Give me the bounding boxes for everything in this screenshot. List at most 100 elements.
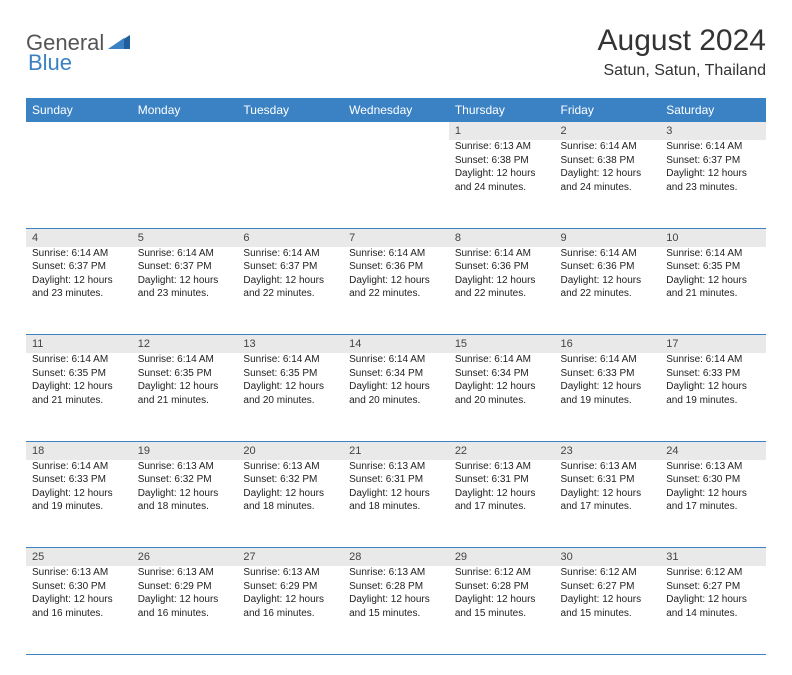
weekday-header: Saturday — [660, 98, 766, 122]
daylight-line: Daylight: 12 hours and 23 minutes. — [666, 167, 760, 194]
day-detail-row: Sunrise: 6:14 AM Sunset: 6:35 PM Daylight:… — [26, 353, 766, 441]
day-detail-row: Sunrise: 6:13 AMSunset: 6:30 PMDaylight:… — [26, 566, 766, 654]
sunset-line: Sunset: 6:37 PM — [138, 260, 232, 274]
day-number-cell — [26, 122, 132, 140]
sunset-line: Sunset: 6:38 PM — [561, 154, 655, 168]
daylight-line: Daylight: 12 hours and 22 minutes. — [243, 274, 337, 301]
daylight-line: Daylight: 12 hours and 16 minutes. — [32, 593, 126, 620]
day-detail-cell: Sunrise: 6:13 AMSunset: 6:30 PMDaylight:… — [26, 566, 132, 654]
day-number-cell: 19 — [132, 441, 238, 460]
calendar-page: General August 2024 Satun, Satun, Thaila… — [0, 0, 792, 675]
day-detail-cell: Sunrise: 6:14 AMSunset: 6:33 PMDaylight:… — [26, 460, 132, 548]
day-number-cell: 28 — [343, 548, 449, 567]
day-number-row: 11121314151617 — [26, 335, 766, 354]
daylight-line: Daylight: 12 hours and 24 minutes. — [455, 167, 549, 194]
sunset-line: Sunset: 6:38 PM — [455, 154, 549, 168]
weekday-header: Sunday — [26, 98, 132, 122]
sunset-line: Sunset: 6:30 PM — [666, 473, 760, 487]
day-number-cell: 4 — [26, 228, 132, 247]
calendar-table: Sunday Monday Tuesday Wednesday Thursday… — [26, 98, 766, 655]
sunrise-line: Sunrise: 6:14 AM — [455, 353, 549, 367]
day-number-cell: 23 — [555, 441, 661, 460]
day-number-row: 123 — [26, 122, 766, 140]
day-detail-cell — [343, 140, 449, 228]
day-number-cell: 25 — [26, 548, 132, 567]
day-number-cell: 10 — [660, 228, 766, 247]
daylight-line: Daylight: 12 hours and 17 minutes. — [666, 487, 760, 514]
day-detail-cell: Sunrise: 6:13 AMSunset: 6:29 PMDaylight:… — [132, 566, 238, 654]
day-detail-cell: Sunrise: 6:14 AMSunset: 6:36 PMDaylight:… — [343, 247, 449, 335]
day-number-cell: 12 — [132, 335, 238, 354]
day-number-cell: 30 — [555, 548, 661, 567]
calendar-body: 123Sunrise: 6:13 AMSunset: 6:38 PMDaylig… — [26, 122, 766, 654]
daylight-line: Daylight: 12 hours and 23 minutes. — [32, 274, 126, 301]
weekday-header-row: Sunday Monday Tuesday Wednesday Thursday… — [26, 98, 766, 122]
page-header: General August 2024 Satun, Satun, Thaila… — [26, 24, 766, 80]
sunrise-line: Sunrise: 6:14 AM — [561, 247, 655, 261]
daylight-line: Daylight: 12 hours and 24 minutes. — [561, 167, 655, 194]
sunrise-line: Sunrise: 6:13 AM — [349, 566, 443, 580]
sunset-line: Sunset: 6:35 PM — [32, 367, 126, 381]
daylight-line: Daylight: 12 hours and 16 minutes. — [243, 593, 337, 620]
daylight-line: Daylight: 12 hours and 21 minutes. — [138, 380, 232, 407]
sunset-line: Sunset: 6:36 PM — [455, 260, 549, 274]
daylight-line: Daylight: 12 hours and 21 minutes. — [666, 274, 760, 301]
month-title: August 2024 — [598, 24, 766, 58]
day-detail-cell: Sunrise: 6:13 AMSunset: 6:32 PMDaylight:… — [237, 460, 343, 548]
day-detail-cell: Sunrise: 6:14 AMSunset: 6:34 PMDaylight:… — [449, 353, 555, 441]
day-detail-cell — [132, 140, 238, 228]
day-detail-cell: Sunrise: 6:14 AMSunset: 6:34 PMDaylight:… — [343, 353, 449, 441]
sunset-line: Sunset: 6:32 PM — [243, 473, 337, 487]
day-number-cell: 18 — [26, 441, 132, 460]
sunrise-line: Sunrise: 6:14 AM — [32, 247, 126, 261]
sunrise-line: Sunrise: 6:14 AM — [243, 247, 337, 261]
daylight-line: Daylight: 12 hours and 23 minutes. — [138, 274, 232, 301]
day-detail-cell — [237, 140, 343, 228]
weekday-header: Monday — [132, 98, 238, 122]
day-number-cell: 16 — [555, 335, 661, 354]
sunset-line: Sunset: 6:34 PM — [455, 367, 549, 381]
logo-word2: Blue — [28, 50, 72, 75]
title-block: August 2024 Satun, Satun, Thailand — [598, 24, 766, 80]
day-detail-cell: Sunrise: 6:14 AMSunset: 6:35 PMDaylight:… — [26, 353, 132, 441]
sunset-line: Sunset: 6:37 PM — [32, 260, 126, 274]
sunrise-line: Sunrise: 6:12 AM — [455, 566, 549, 580]
day-number-cell: 2 — [555, 122, 661, 140]
sunrise-line: Sunrise: 6:13 AM — [455, 460, 549, 474]
day-detail-cell: Sunrise: 6:13 AMSunset: 6:32 PMDaylight:… — [132, 460, 238, 548]
day-number-cell: 11 — [26, 335, 132, 354]
day-number-cell: 24 — [660, 441, 766, 460]
daylight-line: Daylight: 12 hours and 19 minutes. — [561, 380, 655, 407]
day-number-cell: 6 — [237, 228, 343, 247]
weekday-header: Friday — [555, 98, 661, 122]
daylight-line: Daylight: 12 hours and 16 minutes. — [138, 593, 232, 620]
sunset-line: Sunset: 6:29 PM — [138, 580, 232, 594]
sunrise-line: Sunrise: 6:14 AM — [666, 353, 760, 367]
sunrise-line: Sunrise: 6:14 AM — [138, 353, 232, 367]
day-detail-cell: Sunrise: 6:14 AMSunset: 6:36 PMDaylight:… — [449, 247, 555, 335]
sunrise-line: Sunrise: 6:13 AM — [138, 460, 232, 474]
sunrise-line: Sunrise: 6:13 AM — [666, 460, 760, 474]
day-detail-cell: Sunrise: 6:12 AMSunset: 6:27 PMDaylight:… — [660, 566, 766, 654]
day-number-cell: 13 — [237, 335, 343, 354]
day-detail-cell: Sunrise: 6:14 AMSunset: 6:33 PMDaylight:… — [555, 353, 661, 441]
logo-triangle-icon — [108, 33, 130, 54]
sunrise-line: Sunrise: 6:14 AM — [243, 353, 337, 367]
daylight-line: Daylight: 12 hours and 20 minutes. — [349, 380, 443, 407]
sunrise-line: Sunrise: 6:13 AM — [561, 460, 655, 474]
daylight-line: Daylight: 12 hours and 18 minutes. — [138, 487, 232, 514]
day-number-row: 25262728293031 — [26, 548, 766, 567]
day-detail-cell: Sunrise: 6:12 AMSunset: 6:28 PMDaylight:… — [449, 566, 555, 654]
sunrise-line: Sunrise: 6:13 AM — [243, 460, 337, 474]
location-text: Satun, Satun, Thailand — [598, 62, 766, 80]
day-number-cell: 17 — [660, 335, 766, 354]
sunrise-line: Sunrise: 6:14 AM — [561, 140, 655, 154]
sunset-line: Sunset: 6:37 PM — [666, 154, 760, 168]
day-number-cell — [343, 122, 449, 140]
day-detail-cell: Sunrise: 6:13 AMSunset: 6:31 PMDaylight:… — [555, 460, 661, 548]
day-detail-cell: Sunrise: 6:13 AMSunset: 6:31 PMDaylight:… — [343, 460, 449, 548]
daylight-line: Daylight: 12 hours and 19 minutes. — [32, 487, 126, 514]
sunset-line: Sunset: 6:29 PM — [243, 580, 337, 594]
sunset-line: Sunset: 6:31 PM — [561, 473, 655, 487]
day-number-row: 45678910 — [26, 228, 766, 247]
